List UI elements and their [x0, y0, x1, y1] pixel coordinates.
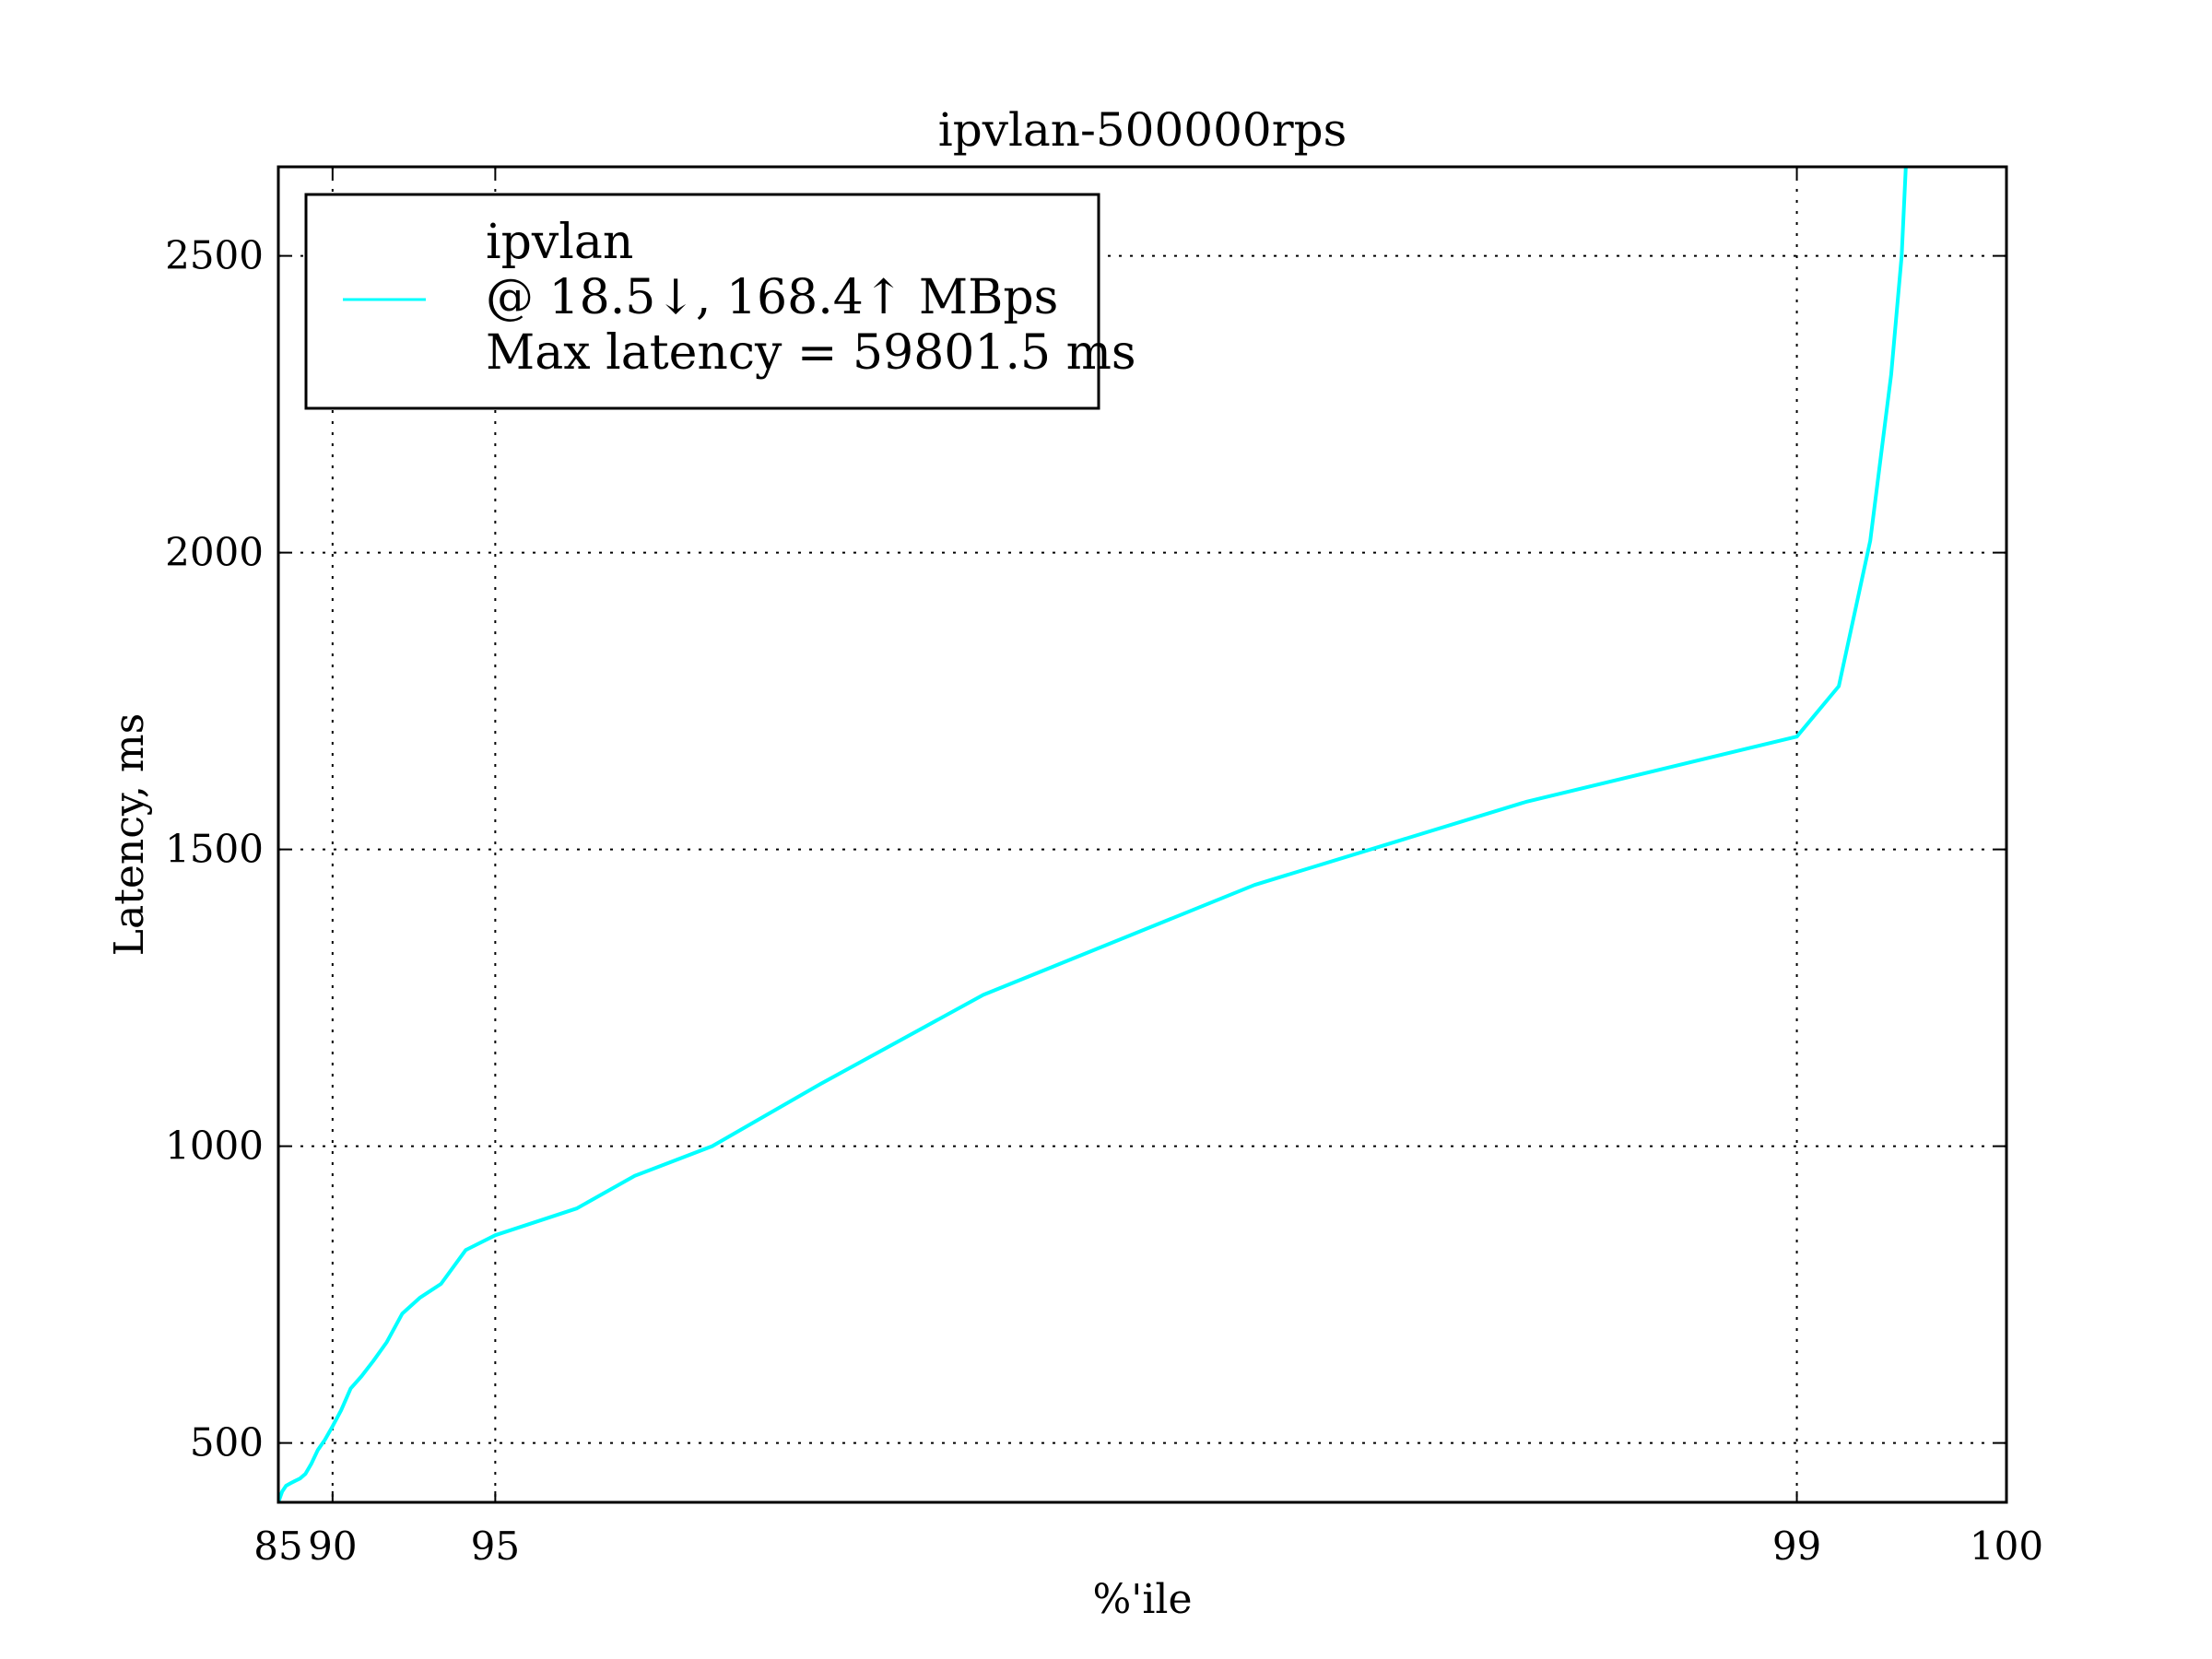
- y-tick-label: 1500: [165, 827, 264, 872]
- legend-max-latency: Max latency = 59801.5 ms: [486, 325, 1136, 381]
- legend: ipvlan @ 18.5↓, 168.4↑ MBps Max latency …: [304, 193, 1136, 410]
- x-tick-label: 90: [308, 1524, 357, 1569]
- plot-frame: [276, 165, 2008, 1504]
- legend-box: [304, 193, 1100, 410]
- series-lines: [278, 167, 1908, 1502]
- x-tick-label: 99: [1772, 1524, 1821, 1569]
- y-tick-label: 2000: [165, 530, 264, 575]
- chart-title: ipvlan-500000rps: [938, 103, 1347, 157]
- x-tick-label: 100: [1970, 1524, 2043, 1569]
- x-axis-label: %'ile: [1092, 1576, 1192, 1623]
- x-tick-label: 95: [471, 1524, 520, 1569]
- series-line-0: [278, 167, 1908, 1502]
- x-tick-label: 85: [253, 1524, 302, 1569]
- legend-series-name: ipvlan: [486, 215, 633, 270]
- axis-ticks: 85 90 95 99 100 500 1000 1500 2000 2500: [165, 167, 2043, 1569]
- y-tick-label: 500: [190, 1420, 264, 1465]
- y-tick-label: 1000: [165, 1124, 264, 1169]
- y-tick-label: 2500: [165, 233, 264, 278]
- legend-throughput: @ 18.5↓, 168.4↑ MBps: [486, 270, 1058, 325]
- y-axis-label: Latency, ms: [106, 713, 153, 956]
